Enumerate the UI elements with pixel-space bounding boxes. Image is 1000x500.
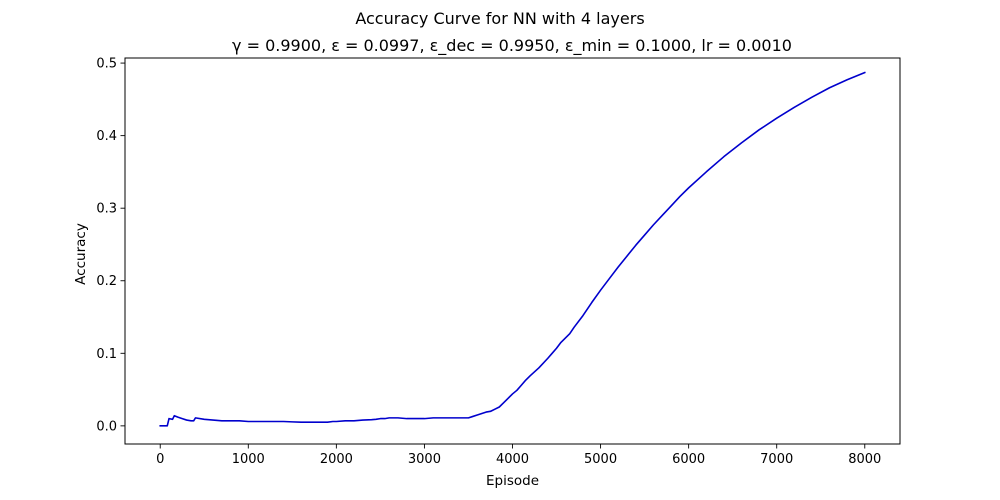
y-tick-label: 0.4 — [96, 129, 117, 144]
y-tick-label: 0.5 — [96, 57, 117, 72]
x-tick-label: 7000 — [760, 452, 793, 467]
y-tick-label: 0.2 — [96, 274, 117, 289]
y-axis-label: Accuracy — [73, 223, 89, 285]
x-axis-label: Episode — [486, 473, 539, 489]
x-tick-label: 5000 — [584, 452, 617, 467]
plot-area: 0 1000 2000 3000 4000 5000 6000 7000 8000 0.0 0.1 0… — [96, 57, 901, 467]
y-tick-label: 0.3 — [96, 202, 117, 217]
x-tick-label: 0 — [156, 452, 164, 467]
x-tick-label: 8000 — [848, 452, 881, 467]
x-tick-label: 4000 — [496, 452, 529, 467]
chart-title: Accuracy Curve for NN with 4 layers — [355, 9, 644, 28]
y-tick-label: 0.0 — [96, 419, 117, 434]
x-tick-label: 2000 — [320, 452, 353, 467]
chart-subtitle: γ = 0.9900, ε = 0.0997, ε_dec = 0.9950, … — [232, 36, 792, 56]
x-tick-label: 6000 — [672, 452, 705, 467]
x-tick-label: 1000 — [232, 452, 265, 467]
series-line-0 — [159, 71, 866, 427]
plot-frame — [124, 57, 901, 445]
y-tick-label: 0.1 — [96, 347, 117, 362]
x-tick-label: 3000 — [408, 452, 441, 467]
